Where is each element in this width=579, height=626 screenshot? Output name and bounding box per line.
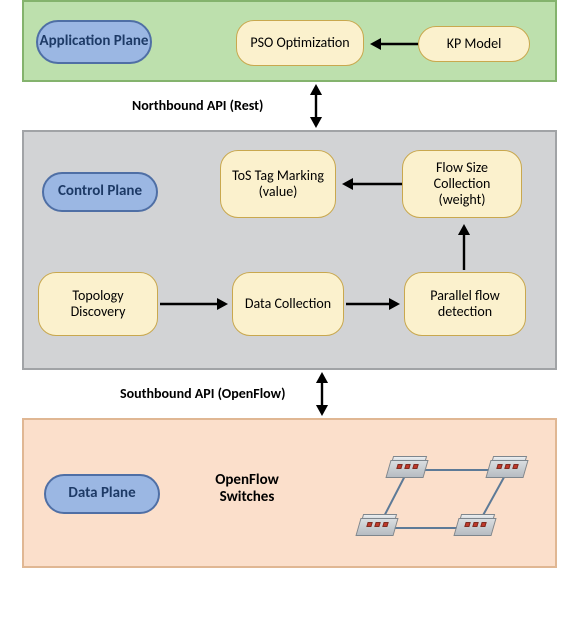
control-plane-label: Control Plane (42, 172, 158, 212)
topology-discovery-node: Topology Discovery (38, 272, 158, 336)
openflow-switch-icon (358, 514, 400, 540)
flow-size-collection-node: Flow Size Collection (weight) (402, 150, 522, 218)
openflow-switch-icon (488, 456, 530, 482)
data-plane-label: Data Plane (44, 474, 160, 514)
southbound-api-label: Southbound API (OpenFlow) (120, 385, 285, 402)
application-plane-label: Application Plane (36, 20, 152, 64)
control-plane: Control Plane ToS Tag Marking (value) Fl… (22, 130, 557, 370)
openflow-switches-label: OpenFlow Switches (192, 472, 302, 507)
data-plane: Data Plane OpenFlow Switches (22, 418, 557, 568)
tos-tag-marking-node: ToS Tag Marking (value) (220, 150, 336, 218)
pso-optimization-node: PSO Optimization (236, 20, 364, 66)
parallel-flow-detection-node: Parallel flow detection (404, 272, 526, 336)
kp-model-node: KP Model (418, 26, 530, 62)
application-plane: Application Plane PSO Optimization KP Mo… (22, 0, 557, 82)
openflow-switch-icon (388, 456, 430, 482)
northbound-api-label: Northbound API (Rest) (132, 97, 263, 114)
openflow-switch-icon (456, 514, 498, 540)
data-collection-node: Data Collection (232, 272, 344, 336)
